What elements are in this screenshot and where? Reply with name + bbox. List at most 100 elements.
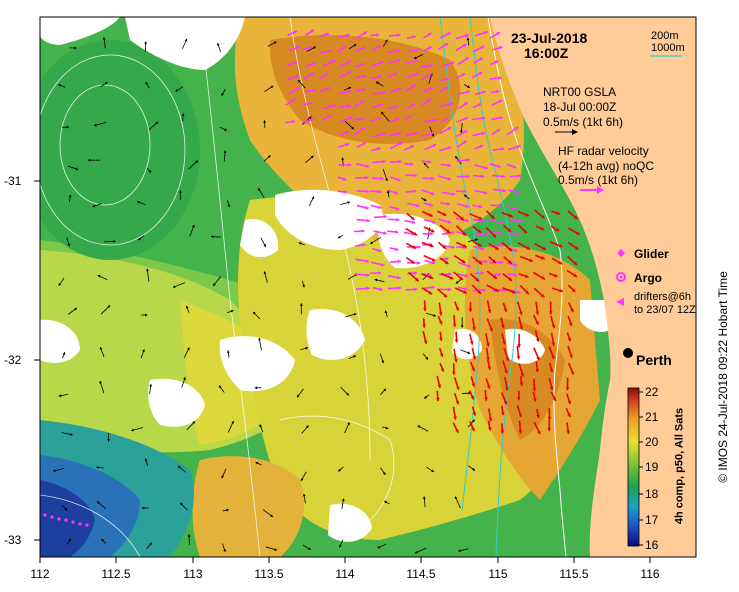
hf-radar-arrow (455, 72, 466, 80)
radar-arrow (452, 406, 457, 420)
hf-legend-line2: (4-12h avg) noQC (558, 159, 655, 173)
hf-radar-arrow (474, 30, 488, 37)
hf-radar-arrow (441, 230, 455, 235)
radar-arrow (532, 378, 537, 392)
radar-arrow (550, 391, 557, 402)
radar-arrow (472, 240, 482, 247)
hf-radar-arrow (286, 61, 298, 67)
hf-radar-arrow (406, 59, 418, 64)
gsla-arrow (61, 432, 73, 436)
gsla-arrow (146, 167, 152, 173)
radar-arrow (502, 287, 516, 294)
hf-radar-arrow (389, 87, 402, 94)
hf-radar-arrow (424, 259, 436, 265)
hf-radar-arrow (489, 31, 501, 39)
gsla-arrow (262, 509, 274, 518)
hf-radar-arrow (455, 43, 467, 52)
gsla-arrow (344, 120, 355, 130)
hf-radar-arrow (370, 75, 382, 80)
hf-radar-arrow (354, 99, 365, 108)
hf-radar-arrow (457, 273, 468, 278)
hf-radar-arrow (372, 102, 384, 109)
radar-arrow (471, 317, 476, 331)
gsla-arrow (186, 420, 196, 431)
gsla-arrow (420, 197, 427, 202)
radar-arrow (534, 254, 545, 260)
hf-radar-arrow (356, 141, 367, 149)
gsla-arrow (457, 548, 469, 553)
gsla-velocity-arrows (52, 37, 478, 554)
gsla-arrow (99, 380, 105, 394)
hf-radar-arrow (439, 86, 449, 93)
hf-radar-arrow (356, 163, 370, 168)
radar-arrow (566, 393, 572, 405)
hf-radar-arrow (284, 119, 296, 124)
gsla-arrow (62, 352, 66, 359)
gsla-arrow (466, 37, 470, 46)
x-tick-113: 113 (183, 567, 203, 581)
hf-radar-arrow (286, 74, 300, 81)
gsla-arrow (263, 271, 268, 283)
radar-arrow (567, 255, 578, 266)
hf-radar-arrow (355, 74, 367, 79)
hf-radar-arrow (424, 285, 435, 290)
gsla-arrow (100, 305, 111, 315)
radar-arrow (452, 422, 459, 434)
gsla-arrow (96, 465, 104, 469)
hf-radar-arrow (356, 218, 370, 223)
hf-radar-arrow (338, 131, 349, 137)
radar-arrow (470, 376, 476, 387)
radar-arrow (487, 420, 492, 431)
hf-radar-arrow (370, 271, 382, 275)
hf-radar-arrow (473, 164, 488, 170)
gsla-arrow (58, 84, 66, 88)
gsla-arrow (210, 235, 222, 239)
hf-radar-arrow (389, 205, 400, 211)
gsla-arrow (300, 471, 307, 482)
hf-radar-arrow (489, 76, 502, 80)
colorbar-tick-18: 18 (645, 487, 659, 501)
radar-arrow (488, 242, 500, 251)
imos-credit: © IMOS 24-Jul-2018 09:22 Hobart Time (716, 271, 730, 483)
isobath-1000m (469, 17, 517, 557)
gsla-arrow (188, 160, 199, 170)
hf-radar-arrow (287, 30, 298, 36)
gsla-arrow (131, 427, 144, 432)
hf-radar-arrow (474, 144, 484, 150)
hf-radar-arrow (506, 163, 517, 169)
hf-radar-arrow (457, 286, 468, 291)
colorbar-tick-19: 19 (645, 460, 659, 474)
hf-radar-arrow (370, 33, 380, 37)
hf-radar-arrow (422, 86, 434, 93)
gsla-arrow (218, 385, 225, 393)
hf-radar-arrow (339, 60, 352, 68)
gsla-arrow (374, 278, 385, 283)
radar-arrow (488, 408, 493, 422)
gsla-arrow (337, 466, 344, 472)
hf-radar-arrow (437, 42, 449, 50)
hf-radar-arrow (423, 46, 433, 52)
hf-radar-arrow (389, 141, 404, 150)
gsla-arrow (141, 506, 149, 510)
radar-arrow (549, 362, 554, 373)
radar-arrow (519, 376, 524, 386)
gsla-arrow (223, 150, 227, 162)
radar-arrow (468, 390, 475, 400)
hf-radar-arrow (320, 49, 333, 54)
hf-radar-arrow (491, 99, 503, 107)
gsla-arrow (222, 543, 226, 553)
hf-radar-arrow (389, 117, 400, 124)
hf-radar-arrow (456, 116, 469, 123)
cloud-mask (40, 17, 610, 542)
radar-arrow (436, 210, 447, 217)
hf-radar-arrow (337, 190, 347, 194)
hf-radar-arrow (439, 146, 452, 152)
gsla-arrow (302, 544, 311, 551)
gsla-arrow (58, 393, 69, 398)
hf-radar-arrow (439, 126, 452, 135)
radar-arrow (502, 224, 512, 233)
gsla-arrow (219, 126, 227, 132)
radar-arrow (547, 408, 552, 421)
map-layers (40, 17, 696, 557)
